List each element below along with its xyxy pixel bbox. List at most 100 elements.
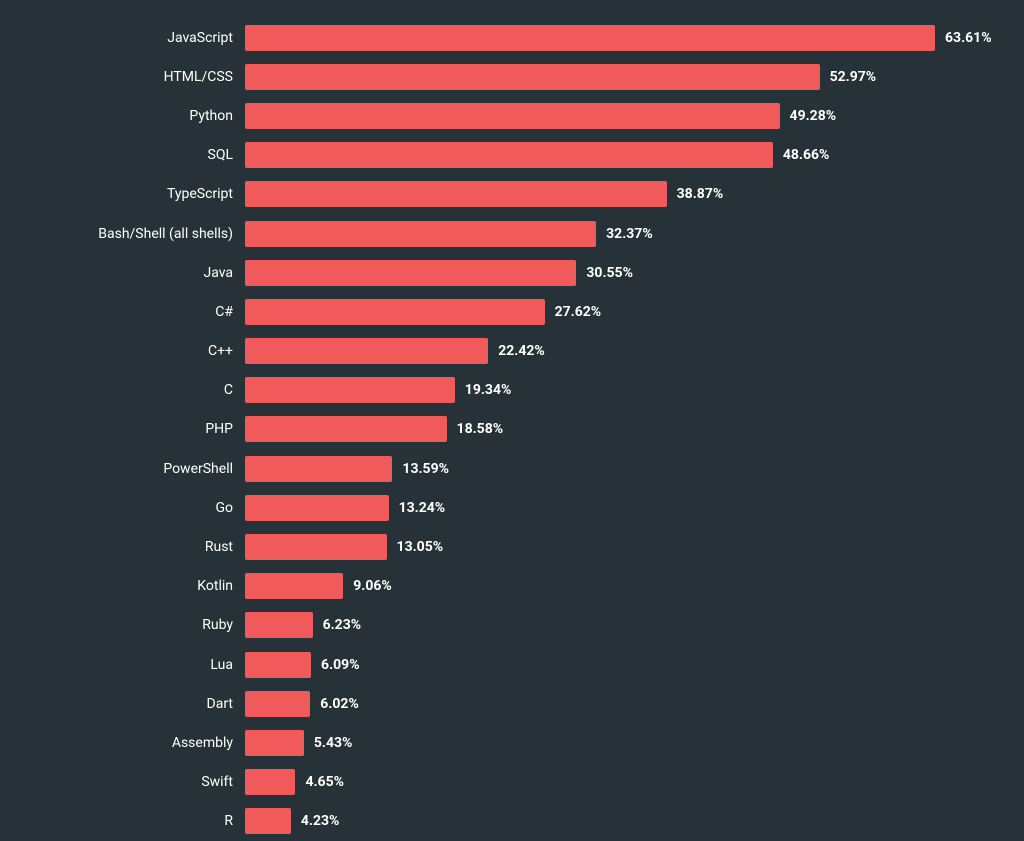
bar-fill[interactable] — [245, 221, 596, 247]
bar-row: Dart 6.02% — [0, 684, 1024, 723]
bar-fill[interactable] — [245, 573, 343, 599]
bar-label: Rust — [0, 539, 245, 555]
bar-track: 52.97% — [245, 64, 1024, 90]
bar-value: 30.55% — [576, 265, 633, 281]
bar-track: 6.23% — [245, 612, 1024, 638]
bar-value: 6.09% — [311, 657, 360, 673]
bar-track: 22.42% — [245, 338, 1024, 364]
bar-label: PowerShell — [0, 461, 245, 477]
bar-value: 63.61% — [935, 30, 992, 46]
bar-value: 48.66% — [773, 147, 830, 163]
bar-value: 18.58% — [447, 421, 504, 437]
bar-fill[interactable] — [245, 495, 389, 521]
bar-row: TypeScript 38.87% — [0, 175, 1024, 214]
bar-track: 13.05% — [245, 534, 1024, 560]
bar-fill[interactable] — [245, 416, 447, 442]
bar-label: PHP — [0, 421, 245, 437]
bar-row: Bash/Shell (all shells)32.37% — [0, 214, 1024, 253]
bar-track: 30.55% — [245, 260, 1024, 286]
bar-label: C# — [0, 304, 245, 320]
bar-fill[interactable] — [245, 456, 392, 482]
bar-label: Go — [0, 500, 245, 516]
bar-value: 38.87% — [667, 186, 724, 202]
bar-row: JavaScript 63.61% — [0, 18, 1024, 57]
bar-track: 27.62% — [245, 299, 1024, 325]
bar-row: Java 30.55% — [0, 253, 1024, 292]
bar-track: 5.43% — [245, 730, 1024, 756]
bar-fill[interactable] — [245, 612, 313, 638]
bar-row: Kotlin 9.06% — [0, 567, 1024, 606]
bar-row: PHP 18.58% — [0, 410, 1024, 449]
bar-fill[interactable] — [245, 377, 455, 403]
bar-value: 6.23% — [313, 617, 362, 633]
bar-fill[interactable] — [245, 730, 304, 756]
bar-fill[interactable] — [245, 338, 488, 364]
bar-label: Python — [0, 108, 245, 124]
bar-row: C 19.34% — [0, 371, 1024, 410]
bar-value: 19.34% — [455, 382, 512, 398]
bar-row: R 4.23% — [0, 802, 1024, 841]
bar-fill[interactable] — [245, 260, 576, 286]
bar-row: Assembly 5.43% — [0, 723, 1024, 762]
bar-fill[interactable] — [245, 691, 310, 717]
bar-row: Ruby 6.23% — [0, 606, 1024, 645]
bar-label: C++ — [0, 343, 245, 359]
bar-track: 13.24% — [245, 495, 1024, 521]
bar-fill[interactable] — [245, 181, 667, 207]
bar-value: 52.97% — [820, 69, 877, 85]
bar-track: 6.09% — [245, 652, 1024, 678]
bar-row: SQL 48.66% — [0, 136, 1024, 175]
bar-fill[interactable] — [245, 769, 295, 795]
bar-label: C — [0, 382, 245, 398]
bar-value: 32.37% — [596, 226, 653, 242]
bar-row: C#27.62% — [0, 292, 1024, 331]
bar-track: 6.02% — [245, 691, 1024, 717]
bar-value: 6.02% — [310, 696, 359, 712]
bar-label: Ruby — [0, 617, 245, 633]
bar-track: 63.61% — [245, 25, 1024, 51]
bar-label: SQL — [0, 147, 245, 163]
bar-value: 49.28% — [780, 108, 837, 124]
bar-row: Go 13.24% — [0, 488, 1024, 527]
bar-row: Swift4.65% — [0, 763, 1024, 802]
bar-fill[interactable] — [245, 299, 545, 325]
bar-fill[interactable] — [245, 652, 311, 678]
bar-label: R — [0, 813, 245, 829]
bar-row: Python 49.28% — [0, 96, 1024, 135]
bar-row: PowerShell 13.59% — [0, 449, 1024, 488]
bar-value: 9.06% — [343, 578, 392, 594]
bar-label: Lua — [0, 657, 245, 673]
bar-fill[interactable] — [245, 25, 935, 51]
bar-label: Kotlin — [0, 578, 245, 594]
bar-label: Dart — [0, 696, 245, 712]
bar-track: 18.58% — [245, 416, 1024, 442]
bar-fill[interactable] — [245, 808, 291, 834]
bar-value: 5.43% — [304, 735, 353, 751]
bar-track: 13.59% — [245, 456, 1024, 482]
bar-value: 13.05% — [387, 539, 444, 555]
bar-label: TypeScript — [0, 186, 245, 202]
bar-label: HTML/CSS — [0, 69, 245, 85]
bar-track: 4.23% — [245, 808, 1024, 834]
bar-value: 13.24% — [389, 500, 446, 516]
bar-label: JavaScript — [0, 30, 245, 46]
bar-value: 4.23% — [291, 813, 340, 829]
bar-track: 49.28% — [245, 103, 1024, 129]
bar-fill[interactable] — [245, 64, 820, 90]
bar-row: HTML/CSS 52.97% — [0, 57, 1024, 96]
bar-track: 48.66% — [245, 142, 1024, 168]
bar-track: 9.06% — [245, 573, 1024, 599]
bar-row: Rust 13.05% — [0, 527, 1024, 566]
bar-label: Assembly — [0, 735, 245, 751]
bar-fill[interactable] — [245, 534, 387, 560]
bar-row: C++ 22.42% — [0, 332, 1024, 371]
bar-value: 22.42% — [488, 343, 545, 359]
bar-track: 38.87% — [245, 181, 1024, 207]
bar-value: 13.59% — [392, 461, 449, 477]
bar-label: Java — [0, 265, 245, 281]
language-usage-chart: JavaScript 63.61% HTML/CSS 52.97% Python 49.2… — [0, 18, 1024, 841]
bar-fill[interactable] — [245, 142, 773, 168]
bar-track: 32.37% — [245, 221, 1024, 247]
bar-track: 19.34% — [245, 377, 1024, 403]
bar-fill[interactable] — [245, 103, 780, 129]
